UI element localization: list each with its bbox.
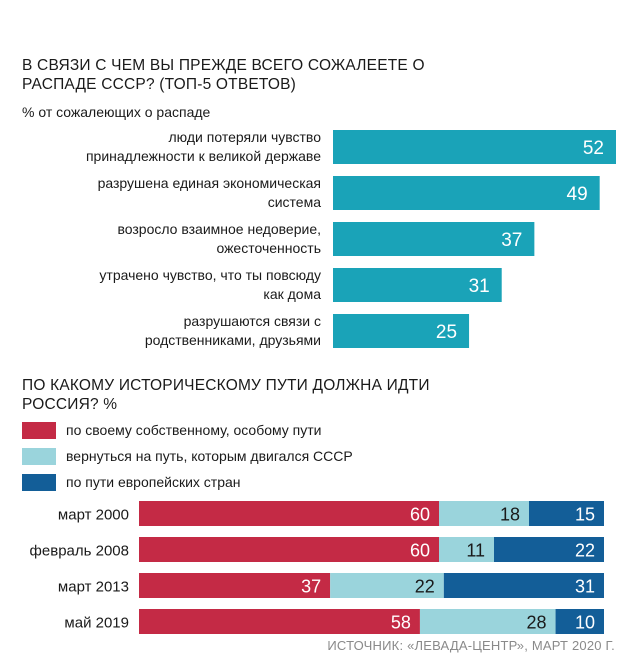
- category-label: система: [268, 194, 321, 210]
- bar-segment: [330, 573, 444, 598]
- bar-value-label: 60: [410, 541, 430, 561]
- bar-value-label: 58: [391, 613, 411, 633]
- legend-item: вернуться на путь, которым двигался СССР: [22, 443, 353, 469]
- bar-value-label: 25: [436, 322, 457, 343]
- bar: [333, 268, 502, 302]
- category-label: родственниками, друзьями: [145, 332, 321, 348]
- bar: [333, 314, 470, 348]
- bar-value-label: 22: [415, 577, 435, 597]
- category-label: возросло взаимное недоверие,: [117, 221, 321, 237]
- chart2-legend: по своему собственному, особому пути вер…: [22, 417, 353, 495]
- category-label: утрачено чувство, что ты повсюду: [99, 267, 321, 283]
- category-label: разрушаются связи с: [184, 313, 321, 329]
- category-label: май 2019: [64, 615, 129, 632]
- category-label: люди потеряли чувство: [169, 129, 322, 145]
- legend-item: по своему собственному, особому пути: [22, 417, 353, 443]
- bar-segment: [139, 501, 439, 526]
- category-label: как дома: [263, 286, 321, 302]
- legend-label: вернуться на путь, которым двигался СССР: [66, 448, 353, 464]
- legend-label: по пути европейских стран: [66, 474, 241, 490]
- bar-segment: [555, 609, 604, 634]
- legend-label: по своему собственному, особому пути: [66, 422, 322, 438]
- chart1-svg: 52 люди потеряли чувство принадлежности к …: [86, 129, 616, 348]
- legend-item: по пути европейских стран: [22, 469, 353, 495]
- bar-segment: [419, 609, 556, 634]
- bar-segment: [439, 537, 494, 562]
- bar-value-label: 49: [567, 184, 588, 205]
- chart2-svg: март 2000 60 18 15 февраль 2008 60 11 22 март 20…: [30, 501, 604, 634]
- chart1-subtitle: % от сожалеющих о распаде: [22, 104, 211, 120]
- bar-segment: [443, 573, 604, 598]
- bar-value-label: 22: [575, 541, 595, 561]
- category-label: разрушена единая экономическая: [98, 175, 321, 191]
- bar-value-label: 28: [527, 613, 547, 633]
- bar-value-label: 18: [500, 505, 520, 525]
- bar-segment: [529, 501, 604, 526]
- bar-value-label: 52: [583, 138, 604, 159]
- bar-value-label: 10: [575, 613, 595, 633]
- bar-value-label: 31: [469, 276, 490, 297]
- legend-swatch: [22, 473, 56, 491]
- bar-segment: [494, 537, 604, 562]
- bar-value-label: 37: [301, 577, 321, 597]
- category-label: февраль 2008: [30, 543, 129, 560]
- bar-value-label: 31: [575, 577, 595, 597]
- chart2-title: ПО КАКОМУ ИСТОРИЧЕСКОМУ ПУТИ ДОЛЖНА ИДТИ…: [22, 377, 430, 413]
- category-label: март 2000: [58, 507, 129, 524]
- category-label: ожесточенность: [216, 240, 321, 256]
- bar-segment: [439, 501, 529, 526]
- chart1-title: В СВЯЗИ С ЧЕМ ВЫ ПРЕЖДЕ ВСЕГО СОЖАЛЕЕТЕ …: [22, 57, 425, 93]
- bar-value-label: 11: [466, 541, 485, 561]
- legend-swatch: [22, 447, 56, 465]
- bar-segment: [139, 573, 331, 598]
- bar-value-label: 37: [501, 230, 522, 251]
- category-label: март 2013: [58, 579, 129, 596]
- bar-segment: [139, 537, 439, 562]
- bar: [333, 130, 616, 164]
- category-label: принадлежности к великой державе: [86, 148, 321, 164]
- bar-segment: [139, 609, 420, 634]
- legend-swatch: [22, 421, 56, 439]
- source-note: ИСТОЧНИК: «ЛЕВАДА-ЦЕНТР», МАРТ 2020 Г.: [327, 638, 615, 653]
- bar-value-label: 15: [575, 505, 595, 525]
- bar-value-label: 60: [410, 505, 430, 525]
- bar: [333, 176, 600, 210]
- bar: [333, 222, 535, 256]
